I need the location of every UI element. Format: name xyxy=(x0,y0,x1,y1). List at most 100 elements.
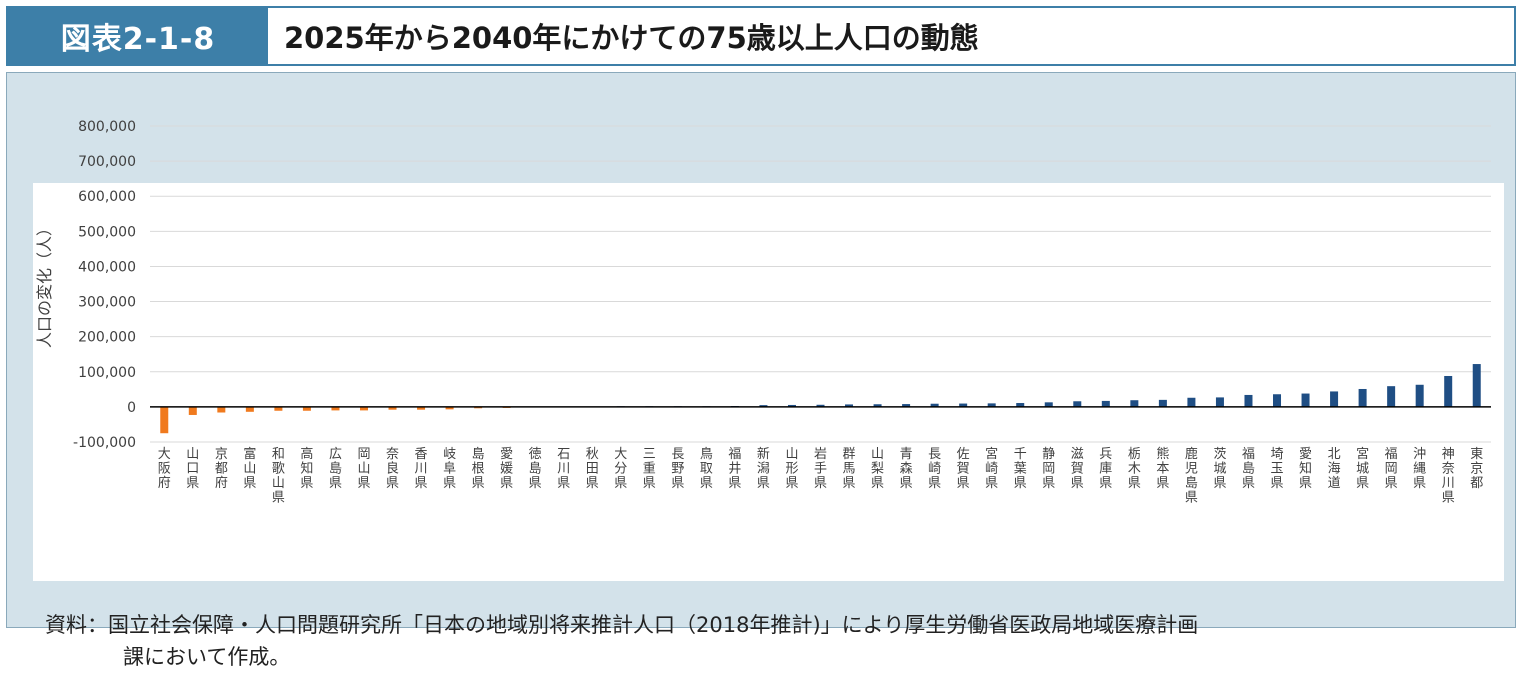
x-tick-label: 富山県 xyxy=(243,446,256,491)
figure-number: 図表2-1-8 xyxy=(8,8,268,64)
x-tick-label: 北海道 xyxy=(1328,447,1341,491)
x-tick-label: 大阪府 xyxy=(158,447,171,491)
bar xyxy=(1301,393,1310,407)
x-tick-label: 東京都 xyxy=(1470,446,1483,491)
x-tick-label: 愛知県 xyxy=(1299,447,1312,491)
y-axis-title: 人口の変化（人） xyxy=(35,220,54,348)
bar xyxy=(1387,386,1396,407)
y-tick-label: -100,000 xyxy=(73,435,136,451)
bar xyxy=(160,406,169,434)
x-tick-label: 島根県 xyxy=(472,447,485,491)
bar xyxy=(930,403,939,407)
bar-chart: 800,000 700,000 600,000 500,000 400,000 300,0… xyxy=(35,119,1491,506)
bar xyxy=(245,406,254,412)
bar xyxy=(1444,375,1453,407)
x-tick-label: 熊本県 xyxy=(1156,446,1169,491)
x-tick-label: 香川県 xyxy=(415,447,428,491)
bar xyxy=(1415,384,1424,407)
chart-panel: 800,000 700,000 600,000 500,000 400,000 300,0… xyxy=(6,72,1516,669)
y-tick-label: 700,000 xyxy=(78,154,136,170)
bar xyxy=(359,406,368,411)
plot-background xyxy=(33,183,1504,581)
x-tick-label: 滋賀県 xyxy=(1071,447,1084,491)
x-tick-label: 鳥取県 xyxy=(700,447,713,491)
bar xyxy=(873,404,882,407)
bar xyxy=(1472,364,1481,407)
x-tick-label: 和歌山県 xyxy=(272,447,285,506)
x-tick-label: 奈良県 xyxy=(386,447,399,491)
bar xyxy=(188,406,197,415)
bar xyxy=(845,404,854,407)
x-tick-label: 広島県 xyxy=(329,447,342,491)
x-tick-label: 秋田県 xyxy=(586,447,599,491)
x-tick-label: 宮崎県 xyxy=(985,446,998,491)
x-tick-label: 静岡県 xyxy=(1042,447,1055,491)
x-tick-label: 宮城県 xyxy=(1356,446,1369,491)
y-tick-label: 100,000 xyxy=(78,365,136,381)
bar xyxy=(1215,397,1224,407)
x-tick-label: 山口県 xyxy=(186,447,199,491)
source-note: 資料：国立社会保障・人口問題研究所「日本の地域別将来推計人口（2018年推計)」… xyxy=(45,609,1505,673)
source-line-2: 課において作成。 xyxy=(123,645,291,669)
bar xyxy=(959,403,968,407)
bar xyxy=(1130,400,1139,407)
x-tick-label: 兵庫県 xyxy=(1099,447,1112,491)
x-tick-label: 福島県 xyxy=(1242,447,1255,491)
x-tick-label: 埼玉県 xyxy=(1271,447,1284,491)
x-tick-label: 三重県 xyxy=(643,447,656,491)
x-tick-label: 大分県 xyxy=(614,447,627,491)
x-tick-label: 京都府 xyxy=(215,447,228,491)
x-tick-label: 福井県 xyxy=(728,447,741,491)
x-tick-label: 青森県 xyxy=(900,447,913,491)
x-tick-label: 岡山県 xyxy=(357,447,370,491)
bar xyxy=(302,406,311,411)
x-tick-label: 石川県 xyxy=(557,447,570,491)
bar xyxy=(787,404,796,407)
x-tick-label: 愛媛県 xyxy=(500,447,513,491)
bar xyxy=(1273,394,1282,407)
x-tick-label: 沖縄県 xyxy=(1413,447,1426,491)
x-tick-label: 長野県 xyxy=(671,447,684,491)
y-tick-label: 300,000 xyxy=(78,295,136,311)
y-tick-label: 200,000 xyxy=(78,330,136,346)
figure-title: 2025年から2040年にかけての75歳以上人口の動態 xyxy=(284,21,979,55)
source-line-1: 資料：国立社会保障・人口問題研究所「日本の地域別将来推計人口（2018年推計)」… xyxy=(45,613,1199,637)
y-tick-label: 600,000 xyxy=(78,189,136,205)
bar xyxy=(759,405,768,407)
bar xyxy=(1244,394,1253,407)
figure-header: 図表2-1-8 2025年から2040年にかけての75歳以上人口の動態 xyxy=(6,6,1516,66)
x-tick-label: 福岡県 xyxy=(1385,447,1398,491)
x-tick-label: 新潟県 xyxy=(757,446,770,491)
bar xyxy=(417,406,426,410)
bar xyxy=(1073,401,1082,407)
bar xyxy=(274,406,283,411)
bar xyxy=(1358,388,1367,407)
x-tick-label: 群馬県 xyxy=(843,447,856,491)
bar xyxy=(388,406,397,410)
x-tick-label: 佐賀県 xyxy=(957,447,970,491)
bar xyxy=(1187,397,1196,407)
x-tick-label: 長崎県 xyxy=(928,447,941,491)
x-tick-label: 高知県 xyxy=(300,446,313,491)
bar xyxy=(1016,403,1025,407)
bar xyxy=(902,404,911,407)
y-tick-label: 800,000 xyxy=(78,119,136,135)
x-tick-label: 山梨県 xyxy=(871,447,884,491)
x-tick-label: 徳島県 xyxy=(529,447,542,491)
bar xyxy=(217,406,226,413)
x-tick-label: 栃木県 xyxy=(1128,447,1141,491)
x-tick-label: 千葉県 xyxy=(1014,447,1027,491)
x-tick-label: 鹿児島県 xyxy=(1185,446,1198,506)
y-tick-label: 500,000 xyxy=(78,224,136,240)
x-tick-label: 岐阜県 xyxy=(443,447,456,491)
bar xyxy=(331,406,340,411)
bar xyxy=(987,403,996,407)
bar xyxy=(1101,400,1110,407)
x-tick-label: 神奈川県 xyxy=(1442,447,1455,506)
bar xyxy=(445,406,454,410)
bar xyxy=(816,404,825,407)
y-tick-label: 400,000 xyxy=(78,259,136,275)
y-tick-label: 0 xyxy=(127,400,136,416)
x-tick-label: 山形県 xyxy=(785,447,798,491)
bar xyxy=(1044,402,1053,407)
